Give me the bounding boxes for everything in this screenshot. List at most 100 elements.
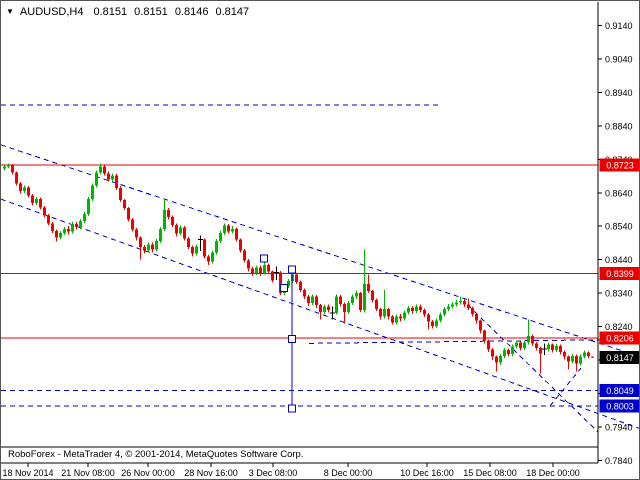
y-tick-label: 0.9140 [605, 21, 633, 31]
bear-candle [339, 296, 342, 304]
bull-candle [215, 240, 218, 253]
symbol-period-label: AUDUSD,H4 [19, 6, 84, 18]
bear-candle [295, 274, 298, 282]
object-handle[interactable] [288, 404, 296, 413]
bear-candle [367, 284, 370, 292]
bull-candle [287, 281, 290, 286]
x-tick-label: 15 Dec 08:00 [463, 468, 517, 478]
bull-candle [219, 232, 222, 241]
bear-candle [259, 267, 262, 274]
x-tick-label: 26 Nov 00:00 [121, 468, 175, 478]
bull-candle [155, 240, 158, 250]
bear-candle [115, 175, 118, 188]
bull-candle [527, 335, 530, 343]
bear-candle [207, 256, 210, 262]
bull-candle [71, 224, 74, 232]
bear-candle [171, 216, 174, 225]
trend-line[interactable] [1, 144, 640, 357]
bear-candle [559, 346, 562, 353]
bull-candle [147, 244, 150, 251]
trend-line[interactable] [467, 304, 599, 433]
x-tick-label: 21 Nov 08:00 [61, 468, 115, 478]
x-tick-label: 8 Dec 00:00 [324, 468, 373, 478]
bull-candle [459, 301, 462, 303]
price-badge-label: 0.8003 [606, 401, 634, 411]
bear-candle [411, 307, 414, 312]
bear-candle [75, 224, 78, 227]
y-tick-label: 0.9040 [605, 54, 633, 64]
bull-candle [195, 246, 198, 254]
bull-candle [351, 296, 354, 304]
y-tick-label: 0.8940 [605, 88, 633, 98]
bull-candle [363, 284, 366, 310]
chart-quote-line: ▼ AUDUSD,H4 0.8151 0.8151 0.8146 0.8147 [6, 5, 256, 19]
bear-candle [539, 348, 542, 354]
bull-candle [443, 309, 446, 315]
bear-candle [591, 356, 594, 358]
y-tick-label: 0.8640 [605, 188, 633, 198]
bull-candle [579, 356, 582, 364]
bull-candle [439, 314, 442, 321]
bear-candle [419, 306, 422, 310]
object-handle[interactable] [288, 265, 296, 274]
bear-candle [359, 293, 362, 310]
bull-candle [447, 306, 450, 310]
bear-candle [19, 183, 22, 192]
bear-candle [119, 187, 122, 201]
bull-candle [415, 306, 418, 312]
bull-candle [407, 307, 410, 313]
bull-candle [163, 210, 166, 229]
bear-candle [67, 228, 70, 232]
bear-candle [51, 223, 54, 231]
bull-candle [435, 320, 438, 326]
bear-candle [39, 198, 42, 208]
object-handle[interactable] [260, 254, 268, 263]
bear-candle [563, 352, 566, 357]
bull-candle [3, 166, 6, 169]
bull-candle [35, 198, 38, 203]
bull-candle [355, 293, 358, 297]
bear-candle [427, 314, 430, 322]
bull-candle [555, 346, 558, 351]
bear-candle [11, 165, 14, 173]
bear-candle [587, 352, 590, 357]
bull-candle [323, 306, 326, 312]
bull-candle [7, 165, 10, 167]
x-tick-label: 18 Nov 2014 [2, 468, 53, 478]
object-handle[interactable] [280, 283, 288, 292]
bear-candle [495, 356, 498, 363]
bear-candle [375, 299, 378, 310]
object-handle[interactable] [288, 335, 296, 344]
bull-candle [79, 220, 82, 227]
price-badge [599, 384, 639, 398]
bear-candle [251, 268, 254, 274]
bear-candle [307, 296, 310, 304]
bear-candle [327, 306, 330, 310]
bull-candle [91, 185, 94, 199]
bull-candle [255, 267, 258, 274]
y-tick-label: 0.8340 [605, 289, 633, 299]
y-tick-label: 0.7840 [605, 456, 633, 466]
price-badge-label: 0.8049 [606, 386, 634, 396]
trend-line[interactable] [549, 367, 582, 407]
bear-candle [319, 305, 322, 312]
bear-candle [471, 307, 474, 314]
price-badge [599, 351, 639, 365]
bull-candle [451, 304, 454, 307]
x-tick-label: 3 Dec 08:00 [249, 468, 298, 478]
bear-candle [491, 349, 494, 357]
bull-candle [87, 198, 90, 215]
bear-candle [387, 309, 390, 317]
trend-line[interactable] [308, 338, 640, 344]
bear-candle [575, 356, 578, 364]
bear-candle [379, 309, 382, 317]
bull-candle [311, 296, 314, 304]
bull-candle [211, 252, 214, 262]
bear-candle [343, 303, 346, 312]
bear-candle [247, 260, 250, 269]
bull-candle [59, 232, 62, 238]
bear-candle [243, 250, 246, 261]
price-badge [599, 399, 639, 413]
